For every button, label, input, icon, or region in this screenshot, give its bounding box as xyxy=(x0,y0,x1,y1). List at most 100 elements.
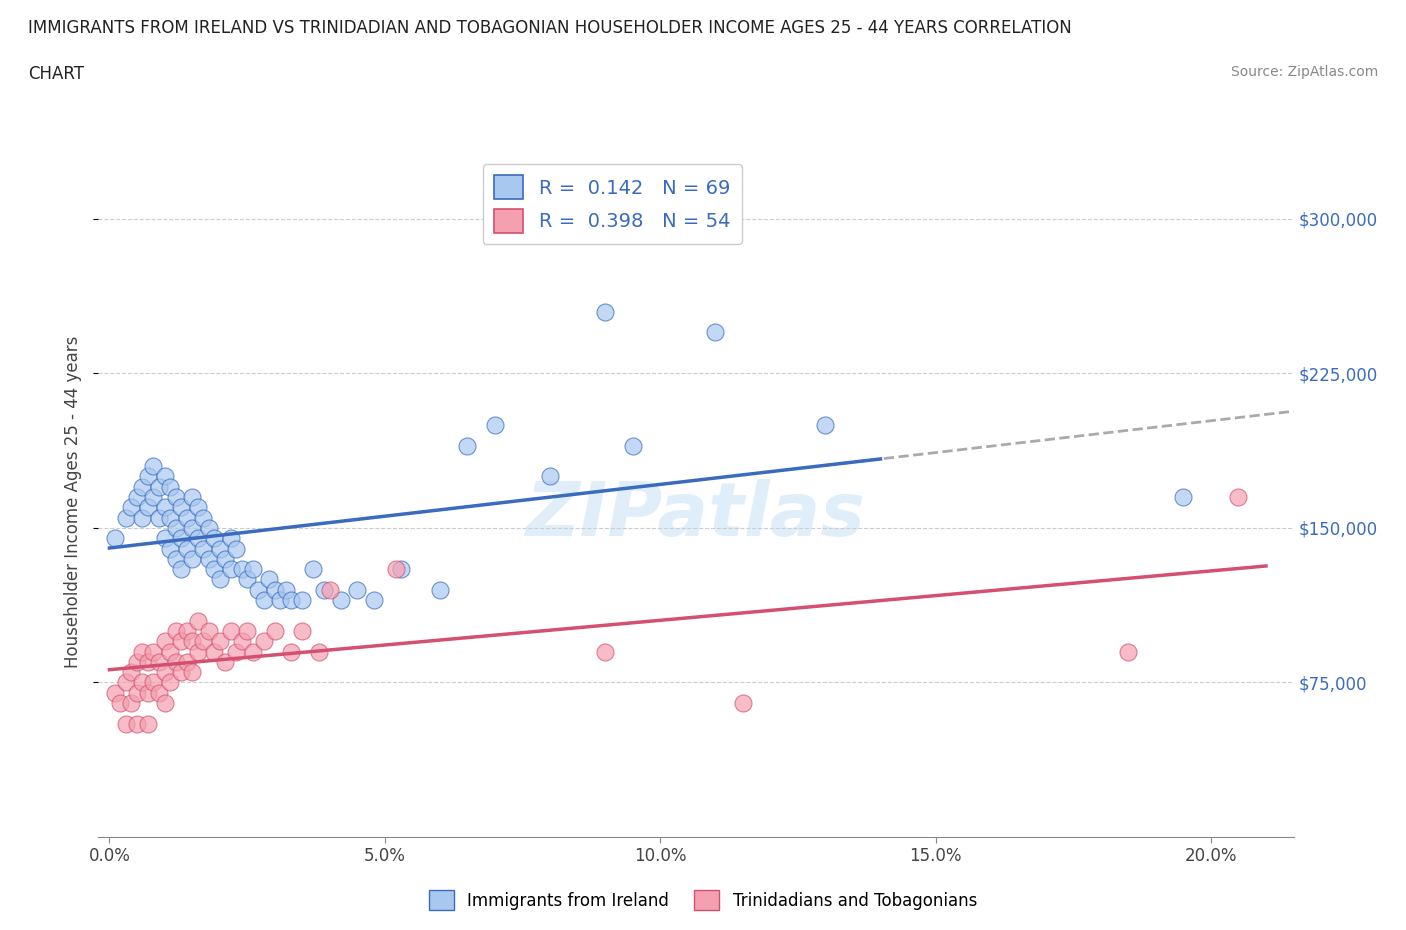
Point xyxy=(165,551,187,566)
Point xyxy=(236,572,259,587)
Point xyxy=(121,665,143,680)
Point xyxy=(329,592,352,607)
Point xyxy=(219,562,242,577)
Legend: R =  0.142   N = 69, R =  0.398   N = 54: R = 0.142 N = 69, R = 0.398 N = 54 xyxy=(482,164,742,245)
Point xyxy=(104,531,127,546)
Point xyxy=(125,489,148,504)
Point xyxy=(115,716,138,731)
Point xyxy=(346,582,368,597)
Point xyxy=(187,613,209,628)
Point xyxy=(153,500,176,515)
Point xyxy=(208,634,231,649)
Point xyxy=(257,572,280,587)
Text: CHART: CHART xyxy=(28,65,84,83)
Point xyxy=(142,675,165,690)
Point xyxy=(170,500,193,515)
Point xyxy=(253,634,276,649)
Point xyxy=(214,655,236,670)
Point xyxy=(225,541,247,556)
Point xyxy=(136,500,159,515)
Point xyxy=(142,458,165,473)
Point xyxy=(176,511,198,525)
Point xyxy=(159,479,181,494)
Point xyxy=(314,582,336,597)
Point xyxy=(165,623,187,638)
Point xyxy=(269,592,291,607)
Point xyxy=(191,541,214,556)
Point xyxy=(121,696,143,711)
Point xyxy=(170,634,193,649)
Point xyxy=(131,675,153,690)
Point xyxy=(1227,489,1250,504)
Text: ZIPatlas: ZIPatlas xyxy=(526,479,866,552)
Point xyxy=(136,685,159,700)
Point xyxy=(274,582,297,597)
Point xyxy=(176,541,198,556)
Point xyxy=(136,655,159,670)
Point xyxy=(247,582,270,597)
Point xyxy=(225,644,247,659)
Point xyxy=(170,562,193,577)
Point xyxy=(385,562,408,577)
Point xyxy=(142,644,165,659)
Point xyxy=(181,521,204,536)
Point xyxy=(187,531,209,546)
Point xyxy=(219,623,242,638)
Point xyxy=(197,521,219,536)
Point xyxy=(621,438,644,453)
Point xyxy=(159,541,181,556)
Point xyxy=(214,551,236,566)
Point xyxy=(202,644,225,659)
Point xyxy=(1116,644,1139,659)
Point xyxy=(242,562,264,577)
Point xyxy=(153,696,176,711)
Point xyxy=(131,644,153,659)
Point xyxy=(131,479,153,494)
Point xyxy=(236,623,259,638)
Point xyxy=(202,531,225,546)
Point xyxy=(363,592,385,607)
Point xyxy=(187,644,209,659)
Point xyxy=(170,531,193,546)
Point xyxy=(593,304,616,319)
Point xyxy=(148,479,170,494)
Point xyxy=(181,634,204,649)
Point xyxy=(115,675,138,690)
Point xyxy=(291,623,314,638)
Point xyxy=(242,644,264,659)
Point xyxy=(208,572,231,587)
Point xyxy=(593,644,616,659)
Text: Source: ZipAtlas.com: Source: ZipAtlas.com xyxy=(1230,65,1378,79)
Point xyxy=(153,469,176,484)
Point xyxy=(176,655,198,670)
Point xyxy=(125,716,148,731)
Point xyxy=(291,592,314,607)
Point xyxy=(148,655,170,670)
Point xyxy=(456,438,478,453)
Point xyxy=(125,655,148,670)
Point xyxy=(159,511,181,525)
Point xyxy=(538,469,561,484)
Point xyxy=(153,531,176,546)
Point xyxy=(148,685,170,700)
Point xyxy=(197,551,219,566)
Point xyxy=(159,644,181,659)
Point xyxy=(125,685,148,700)
Point xyxy=(153,634,176,649)
Point xyxy=(104,685,127,700)
Point xyxy=(429,582,451,597)
Point xyxy=(191,511,214,525)
Point xyxy=(197,623,219,638)
Point xyxy=(484,418,506,432)
Point xyxy=(219,531,242,546)
Text: IMMIGRANTS FROM IRELAND VS TRINIDADIAN AND TOBAGONIAN HOUSEHOLDER INCOME AGES 25: IMMIGRANTS FROM IRELAND VS TRINIDADIAN A… xyxy=(28,19,1071,36)
Y-axis label: Householder Income Ages 25 - 44 years: Householder Income Ages 25 - 44 years xyxy=(65,336,83,669)
Point xyxy=(208,541,231,556)
Point xyxy=(121,500,143,515)
Point xyxy=(136,716,159,731)
Point xyxy=(263,582,285,597)
Point xyxy=(280,592,302,607)
Point xyxy=(165,521,187,536)
Legend: Immigrants from Ireland, Trinidadians and Tobagonians: Immigrants from Ireland, Trinidadians an… xyxy=(422,884,984,917)
Point xyxy=(253,592,276,607)
